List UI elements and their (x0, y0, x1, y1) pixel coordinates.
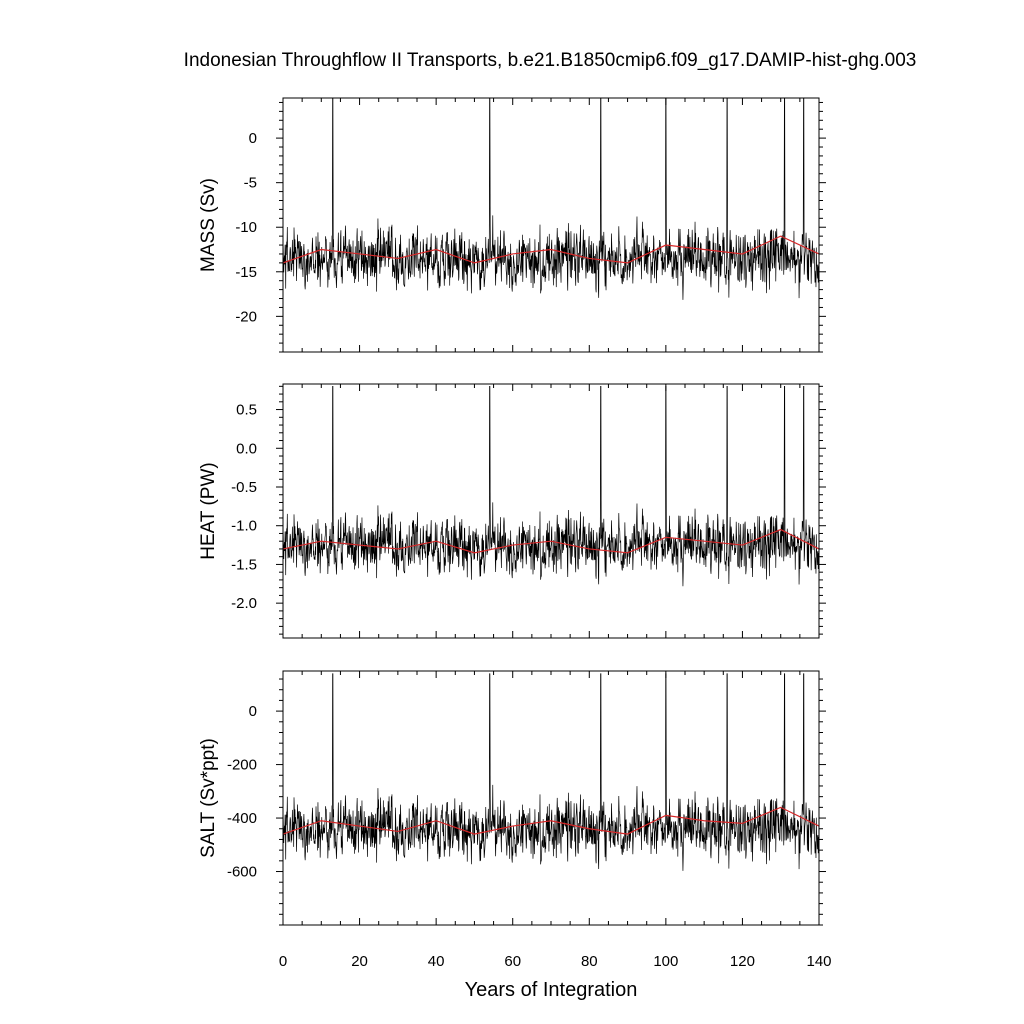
y-tick-label: -600 (227, 864, 257, 881)
series-smooth-line (283, 806, 819, 835)
y-axis-label: MASS (Sv) (198, 178, 219, 272)
plot-frame (282, 670, 820, 926)
series-smooth-line (283, 528, 819, 554)
y-tick-label: -400 (227, 810, 257, 827)
x-tick-label: 20 (351, 953, 368, 970)
panel-3: 0 -200 -400 -600 SALT (Sv*ppt) 0 20 40 60 80 100 12… (198, 670, 832, 970)
x-tick-label: 40 (428, 953, 445, 970)
x-tick-label: 120 (730, 953, 755, 970)
y-tick-label: -1.5 (231, 556, 257, 573)
panel-2: 0.5 0.0 -0.5 -1.0 -1.5 -2.0 HEAT (PW) (198, 383, 826, 639)
series-raw-line (283, 385, 819, 587)
y-tick-label: -200 (227, 757, 257, 774)
x-tick-label: 100 (653, 953, 678, 970)
y-tick-label: -2.0 (231, 595, 257, 612)
y-tick-label: -5 (244, 175, 257, 192)
y-tick-label: 0 (249, 130, 257, 147)
y-axis-label: SALT (Sv*ppt) (198, 738, 219, 858)
x-axis-label: Years of Integration (465, 979, 638, 1001)
y-tick-label: -10 (235, 219, 257, 236)
plot-frame (282, 97, 820, 353)
x-tick-label: 0 (279, 953, 287, 970)
series-smooth-line (283, 235, 819, 264)
panels: 0 -5 -10 -15 -20 MASS (Sv) 0.5 0.0 -0.5 -1.0 -1.5 -… (198, 97, 832, 970)
x-tick-label: 140 (806, 953, 831, 970)
x-tick-label: 80 (581, 953, 598, 970)
y-tick-label: 0.5 (236, 402, 257, 419)
y-tick-label: -1.0 (231, 518, 257, 535)
y-tick-label: 0 (249, 703, 257, 720)
chart-title: Indonesian Throughflow II Transports, b.… (184, 50, 917, 71)
y-tick-label: -20 (235, 308, 257, 325)
series-raw-line (283, 98, 819, 300)
y-tick-label: 0.0 (236, 440, 257, 457)
panel-1: 0 -5 -10 -15 -20 MASS (Sv) (198, 97, 826, 353)
plot-frame (282, 383, 820, 639)
series-raw-line (283, 673, 819, 871)
y-axis-label: HEAT (PW) (198, 462, 219, 559)
x-tick-label: 60 (504, 953, 521, 970)
y-tick-label: -0.5 (231, 479, 257, 496)
y-tick-label: -15 (235, 264, 257, 281)
